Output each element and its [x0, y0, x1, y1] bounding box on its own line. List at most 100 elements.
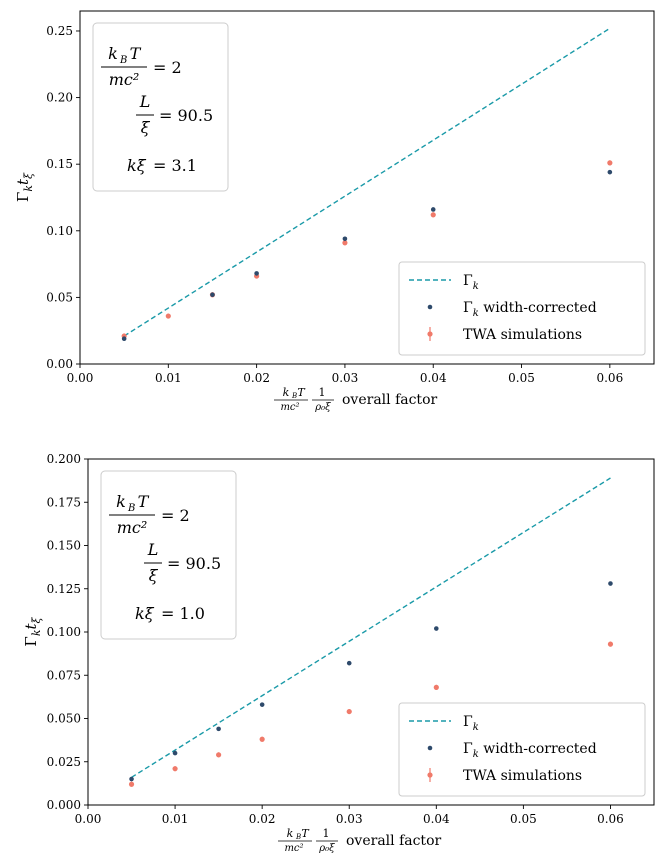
twa-point: [128, 781, 135, 787]
x-tick-label: 0.01: [155, 371, 182, 385]
y-tick-label: 0.10: [46, 224, 73, 238]
width-corrected-point: [216, 726, 221, 732]
legend: Γk Γk width-corrected TWA simulations: [398, 261, 646, 356]
x-tick-label: 0.04: [423, 812, 450, 826]
legend-label: TWA simulations: [463, 768, 582, 784]
chart-1: 0.00 0.01 0.02 0.03 0.04 0.05 0.06 0.00 0.05 0.10…: [14, 10, 655, 413]
twa-point: [607, 160, 613, 166]
param-kbt-sub: B: [119, 55, 127, 66]
y-tick-label: 0.05: [46, 290, 73, 304]
legend-label: TWA simulations: [463, 327, 582, 343]
param-l-value: = 90.5: [159, 106, 213, 125]
param-l-value: = 90.5: [167, 554, 221, 573]
y-tick-label: 0.125: [47, 582, 81, 596]
x-label-num1b: T: [301, 827, 310, 840]
y-tick-label: 0.100: [47, 625, 81, 639]
y-tick-label: 0.025: [47, 755, 81, 769]
x-label-text: overall factor: [346, 833, 441, 849]
width-corrected-point: [121, 336, 127, 341]
param-l-num: L: [139, 92, 151, 111]
width-corrected-point: [608, 581, 613, 586]
x-tick-label: 0.06: [596, 371, 623, 385]
param-kbt-T: T: [130, 44, 142, 63]
gamma-k-line: [131, 477, 611, 778]
param-kbt-sub: B: [127, 503, 135, 514]
x-tick-label: 0.05: [510, 812, 537, 826]
y-tick-label: 0.200: [47, 452, 81, 466]
legend-label: Γk width-corrected: [463, 741, 597, 760]
legend: Γk Γk width-corrected TWA simulations: [398, 702, 646, 797]
param-kxi-value: = 1.0: [161, 604, 205, 623]
width-corrected-point: [346, 660, 352, 666]
twa-point: [216, 752, 222, 758]
legend-label: Γk width-corrected: [463, 300, 597, 319]
legend-frame: [398, 261, 646, 356]
param-l-den: ξ: [149, 566, 159, 585]
y-tick-label: 0.00: [46, 357, 73, 371]
x-label-den2: ρ₀ξ: [314, 402, 331, 413]
param-kbt-value: = 2: [153, 58, 182, 77]
y-tick-label: 0.150: [47, 539, 81, 553]
twa-point: [172, 766, 178, 772]
param-kbt-den: mc²: [109, 70, 140, 89]
x-label-num1b: T: [297, 386, 306, 399]
param-kxi-value: = 3.1: [153, 156, 197, 175]
x-tick-label: 0.06: [597, 812, 624, 826]
x-tick-label: 0.03: [336, 812, 363, 826]
y-axis-label: Γktξ: [14, 172, 35, 202]
legend-frame: [398, 702, 646, 797]
x-tick-label: 0.00: [67, 371, 94, 385]
x-label-den1: mc²: [280, 402, 299, 413]
width-corrected-point: [434, 626, 439, 631]
twa-point: [342, 240, 348, 246]
x-label-sub: B: [291, 392, 297, 400]
legend-twa-swatch: [427, 772, 433, 778]
plot-frame: [79, 10, 655, 365]
width-corrected-point: [172, 750, 178, 756]
y-tick-label: 0.175: [47, 495, 81, 509]
twa-point: [607, 641, 614, 647]
width-corrected-point: [430, 207, 436, 212]
param-l-num: L: [147, 540, 159, 559]
twa-point: [346, 708, 352, 715]
x-tick-label: 0.04: [420, 371, 447, 385]
x-label-text: overall factor: [342, 392, 437, 408]
legend-label: Γk: [463, 714, 479, 733]
param-kbt-den: mc²: [117, 518, 148, 537]
width-corrected-point: [607, 169, 613, 175]
y-tick-label: 0.15: [46, 157, 73, 171]
x-label-sub: B: [295, 833, 301, 841]
x-label-num2: 1: [323, 827, 330, 840]
width-corrected-point: [342, 236, 348, 242]
param-kbt-k: k: [108, 44, 118, 63]
y-axis-label: Γktξ: [22, 616, 43, 646]
parameter-box-frame: [100, 470, 237, 640]
legend-width-corrected-swatch: [427, 304, 433, 310]
legend-twa-swatch: [427, 331, 433, 337]
x-label-num1: k: [287, 827, 294, 840]
width-corrected-point: [210, 292, 215, 298]
width-corrected-point: [259, 702, 265, 707]
param-kbt-value: = 2: [161, 506, 190, 525]
parameter-box-frame: [92, 22, 229, 192]
width-corrected-point: [129, 776, 134, 782]
x-tick-label: 0.00: [75, 812, 102, 826]
x-label-den1: mc²: [284, 843, 303, 854]
x-tick-label: 0.03: [332, 371, 359, 385]
chart-2: 0.00 0.01 0.02 0.03 0.04 0.05 0.06 0.000 0.025 0.…: [22, 452, 655, 854]
width-corrected-point: [254, 271, 259, 276]
param-kxi-label: kξ: [135, 604, 155, 623]
legend-width-corrected-swatch: [427, 745, 433, 751]
legend-label: Γk: [463, 273, 479, 292]
x-tick-label: 0.01: [162, 812, 189, 826]
param-kxi-label: kξ: [127, 156, 147, 175]
x-label-num1: k: [283, 386, 290, 399]
x-label-den2: ρ₀ξ: [318, 843, 335, 854]
x-tick-label: 0.05: [508, 371, 535, 385]
y-tick-label: 0.000: [47, 798, 81, 812]
